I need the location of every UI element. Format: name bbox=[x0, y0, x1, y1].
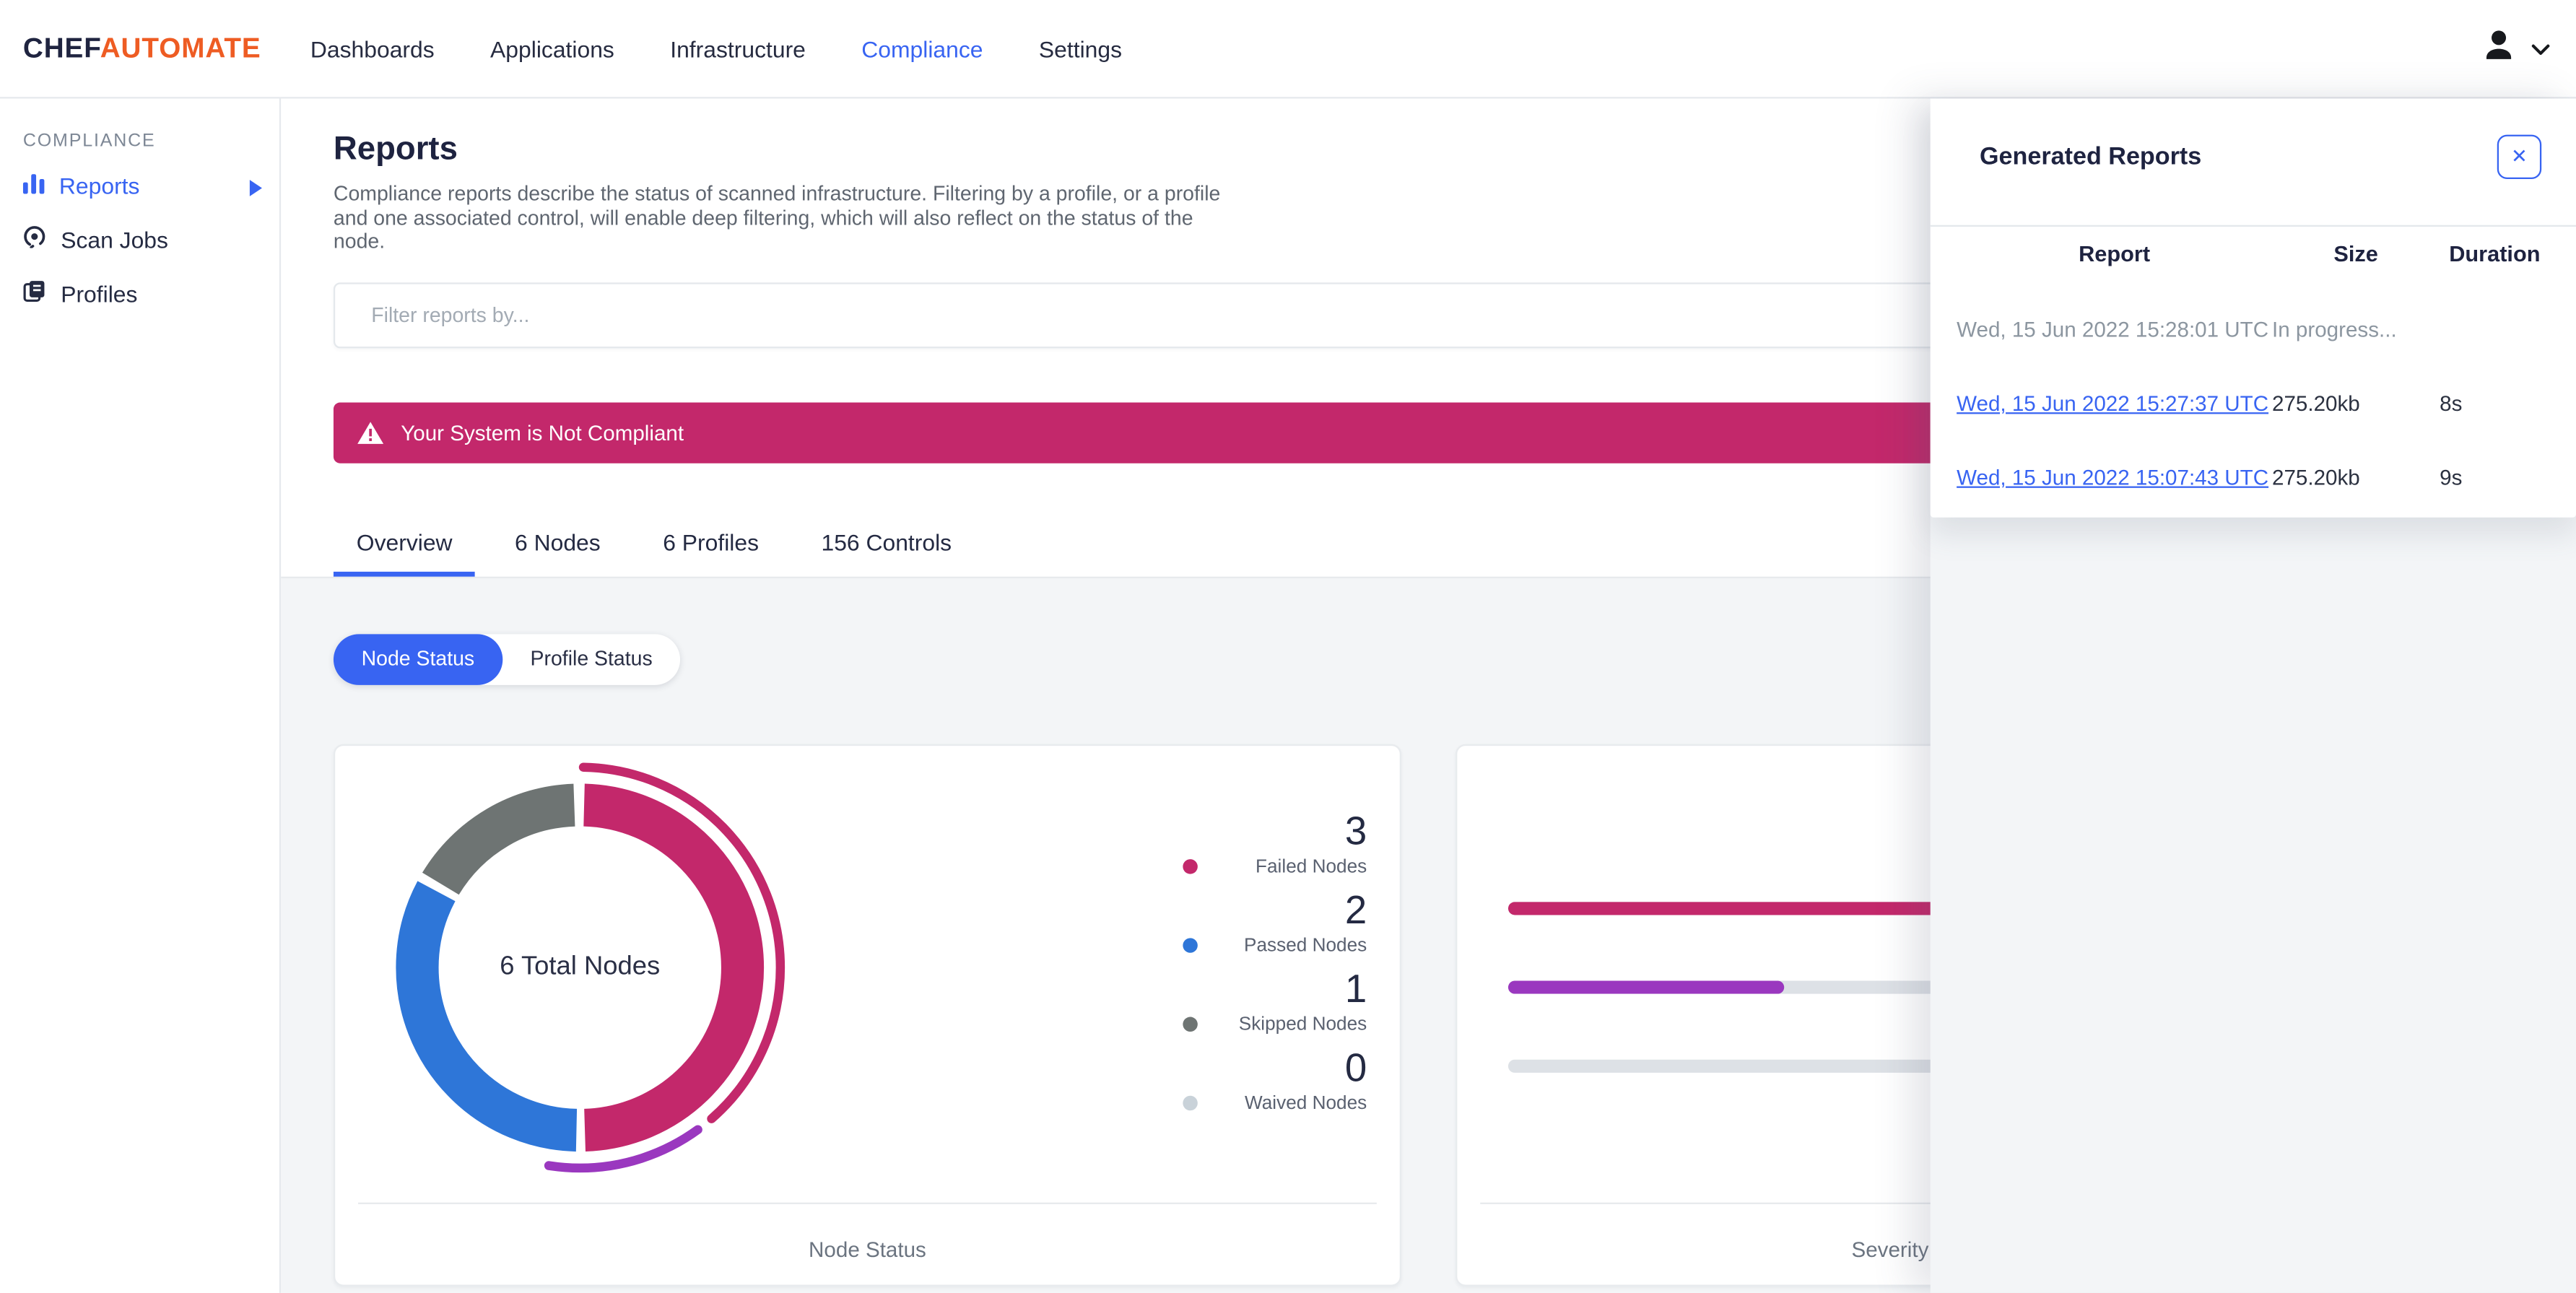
legend-label: Skipped Nodes bbox=[1238, 1015, 1367, 1035]
brand-logo[interactable]: CHEFAUTOMATE bbox=[23, 32, 261, 65]
legend-value: 1 bbox=[1344, 967, 1367, 1012]
sidebar-item-label: Profiles bbox=[61, 279, 138, 307]
legend-label: Passed Nodes bbox=[1244, 936, 1367, 957]
legend-value: 3 bbox=[1344, 809, 1367, 855]
nav-infrastructure[interactable]: Infrastructure bbox=[670, 35, 806, 62]
chevron-right-icon bbox=[248, 175, 263, 201]
passed-dot-icon bbox=[1183, 938, 1198, 953]
documents-icon bbox=[23, 279, 46, 308]
node-status-donut-chart[interactable]: 6 Total Nodes bbox=[366, 754, 793, 1181]
table-row: Wed, 15 Jun 2022 15:07:43 UTC 275.20kb 9… bbox=[1957, 440, 2549, 514]
failed-dot-icon bbox=[1183, 859, 1198, 874]
sidebar-item-profiles[interactable]: Profiles bbox=[0, 266, 279, 321]
nav-dashboards[interactable]: Dashboards bbox=[310, 35, 435, 62]
legend-value: 0 bbox=[1344, 1046, 1367, 1091]
card-footer-divider bbox=[358, 1202, 1377, 1204]
node-status-toggle[interactable]: Node Status bbox=[333, 634, 502, 685]
donut-outer-critical-arc bbox=[375, 762, 786, 1173]
top-nav: CHEFAUTOMATE Dashboards Applications Inf… bbox=[0, 0, 2576, 99]
tab-controls[interactable]: 156 Controls bbox=[821, 528, 952, 556]
severity-bar-fill bbox=[1507, 980, 1785, 994]
profile-status-toggle[interactable]: Profile Status bbox=[530, 647, 653, 671]
column-header-report: Report bbox=[2079, 241, 2151, 266]
generated-reports-table: Report Size Duration Wed, 15 Jun 2022 15… bbox=[1957, 237, 2549, 515]
legend-label: Waived Nodes bbox=[1245, 1094, 1367, 1114]
severity-card-footer: Severity bbox=[1851, 1237, 1929, 1262]
node-status-legend: 3 Failed Nodes 2 Passed Nodes 1 Skipped … bbox=[1183, 811, 1367, 1127]
brand-chef: CHEF bbox=[22, 32, 100, 64]
nav-applications[interactable]: Applications bbox=[490, 35, 614, 62]
page-description: Compliance reports describe the status o… bbox=[333, 182, 1221, 253]
donut-passed-segment bbox=[396, 783, 765, 1152]
chevron-down-icon bbox=[2531, 34, 2550, 64]
waived-dot-icon bbox=[1183, 1095, 1198, 1111]
sidebar-section-label: COMPLIANCE bbox=[22, 131, 156, 152]
column-header-size: Size bbox=[2333, 241, 2378, 266]
table-row: Wed, 15 Jun 2022 15:28:01 UTC In progres… bbox=[1957, 292, 2549, 366]
legend-item-waived[interactable]: 0 Waived Nodes bbox=[1183, 1048, 1367, 1118]
report-tabs: Overview 6 Nodes 6 Profiles 156 Controls bbox=[333, 514, 991, 577]
skipped-dot-icon bbox=[1183, 1016, 1198, 1032]
banner-text: Your System is Not Compliant bbox=[401, 420, 684, 445]
close-icon[interactable]: ✕ bbox=[2497, 134, 2542, 180]
report-timestamp: Wed, 15 Jun 2022 15:28:01 UTC bbox=[1957, 317, 2269, 342]
report-size: In progress... bbox=[2272, 317, 2397, 342]
node-status-card: 6 Total Nodes 3 Failed Nodes 2 Passed No… bbox=[333, 744, 1402, 1287]
donut-center-label: 6 Total Nodes bbox=[500, 952, 661, 981]
generated-reports-panel: Generated Reports ✕ Report Size Duration… bbox=[1930, 98, 2576, 518]
sidebar-item-label: Reports bbox=[58, 171, 140, 199]
table-row: Wed, 15 Jun 2022 15:27:37 UTC 275.20kb 8… bbox=[1957, 366, 2549, 440]
status-toggle-group: Node Status Profile Status bbox=[333, 634, 681, 685]
page-title: Reports bbox=[333, 131, 458, 168]
nav-settings[interactable]: Settings bbox=[1038, 35, 1123, 62]
column-header-duration: Duration bbox=[2449, 241, 2541, 266]
nav-compliance[interactable]: Compliance bbox=[861, 35, 983, 62]
donut-outer-failed-arc bbox=[375, 762, 786, 1173]
sidebar-item-scan-jobs[interactable]: Scan Jobs bbox=[0, 212, 279, 266]
panel-title: Generated Reports bbox=[1979, 142, 2202, 171]
sidebar-item-reports[interactable]: Reports bbox=[0, 157, 279, 212]
legend-item-failed[interactable]: 3 Failed Nodes bbox=[1183, 811, 1367, 881]
report-duration: 8s bbox=[2440, 391, 2463, 416]
legend-item-skipped[interactable]: 1 Skipped Nodes bbox=[1183, 967, 1367, 1039]
legend-value: 2 bbox=[1344, 889, 1367, 933]
node-status-card-footer: Node Status bbox=[809, 1237, 926, 1262]
warning-icon bbox=[357, 421, 385, 445]
tab-overview[interactable]: Overview bbox=[333, 514, 476, 577]
report-download-link[interactable]: Wed, 15 Jun 2022 15:07:43 UTC bbox=[1957, 464, 2269, 490]
legend-item-passed[interactable]: 2 Passed Nodes bbox=[1183, 889, 1367, 959]
user-icon bbox=[2477, 23, 2520, 74]
report-download-link[interactable]: Wed, 15 Jun 2022 15:27:37 UTC bbox=[1957, 391, 2269, 416]
legend-label: Failed Nodes bbox=[1256, 857, 1367, 878]
bar-chart-icon bbox=[22, 172, 45, 198]
tab-profiles[interactable]: 6 Profiles bbox=[663, 528, 760, 556]
sidebar: COMPLIANCE Reports Scan Jobs Profiles bbox=[0, 98, 282, 1293]
tab-nodes[interactable]: 6 Nodes bbox=[515, 528, 601, 556]
user-menu[interactable] bbox=[2477, 23, 2550, 74]
report-size: 275.20kb bbox=[2272, 391, 2360, 416]
generated-reports-drawer: Generated Reports ✕ Report Size Duration… bbox=[1930, 98, 2576, 1293]
report-duration: 9s bbox=[2440, 464, 2463, 490]
donut-failed-segment bbox=[396, 783, 765, 1152]
report-size: 275.20kb bbox=[2272, 464, 2360, 490]
primary-nav: Dashboards Applications Infrastructure C… bbox=[310, 35, 1122, 61]
radar-icon bbox=[23, 225, 46, 253]
panel-divider bbox=[1930, 225, 2576, 227]
brand-automate: AUTOMATE bbox=[100, 32, 261, 64]
sidebar-item-label: Scan Jobs bbox=[61, 225, 168, 253]
table-header-row: Report Size Duration bbox=[1957, 237, 2549, 273]
